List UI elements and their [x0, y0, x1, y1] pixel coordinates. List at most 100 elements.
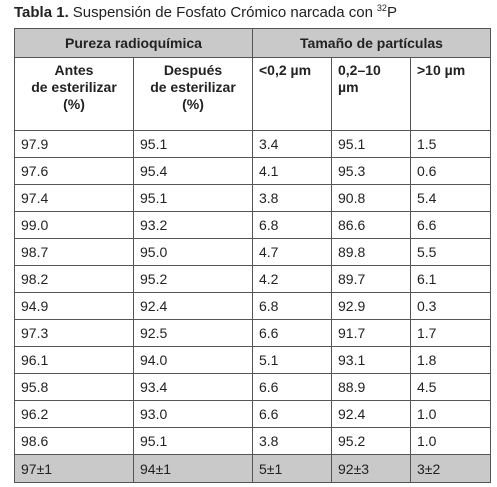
data-row: 97.6 95.4 4.1 95.3 0.6: [14, 157, 491, 185]
cell: 95.8: [14, 373, 134, 401]
column-header: 0,2–10 µm: [331, 57, 411, 131]
summary-cell: 5±1: [252, 454, 332, 483]
header-line: de esterilizar: [31, 79, 117, 95]
cell: 86.6: [331, 211, 411, 239]
header-line: µm: [338, 79, 359, 95]
cell: 95.2: [331, 427, 411, 455]
isotope-symbol: P: [386, 4, 397, 21]
cell: 6.6: [252, 319, 332, 347]
table-body: Pureza radioquímica Tamaño de partículas A…: [14, 28, 491, 483]
column-header: Después de esterilizar (%): [133, 57, 253, 131]
cell: 99.0: [14, 211, 134, 239]
cell: 6.6: [410, 211, 491, 239]
header-line: de esterilizar: [150, 79, 236, 95]
cell: 97.6: [14, 157, 134, 185]
cell: 0.3: [410, 292, 491, 320]
data-row: 97.9 95.1 3.4 95.1 1.5: [14, 130, 491, 158]
cell: 89.8: [331, 238, 411, 266]
header-line: (%): [63, 96, 85, 112]
cell: 6.6: [252, 400, 332, 428]
caption-label: Tabla 1.: [14, 4, 69, 21]
data-table: Pureza radioquímica Tamaño de partículas A…: [14, 28, 491, 483]
header-line: (%): [182, 96, 204, 112]
cell: 98.7: [14, 238, 134, 266]
cell: 95.3: [331, 157, 411, 185]
summary-row: 97±1 94±1 5±1 92±3 3±2: [14, 454, 491, 483]
cell: 88.9: [331, 373, 411, 401]
cell: 92.4: [331, 400, 411, 428]
data-row: 95.8 93.4 6.6 88.9 4.5: [14, 373, 491, 401]
cell: 95.1: [331, 130, 411, 158]
cell: 6.8: [252, 211, 332, 239]
column-header-row: Antes de esterilizar (%) Después de esterili…: [14, 57, 491, 131]
cell: 97.9: [14, 130, 134, 158]
isotope-mass: 32: [376, 3, 387, 13]
cell: 94.0: [133, 346, 253, 374]
cell: 97.3: [14, 319, 134, 347]
summary-cell: 97±1: [14, 454, 134, 483]
cell: 95.1: [133, 130, 253, 158]
header-line: Antes: [54, 62, 94, 78]
summary-cell: 3±2: [410, 454, 491, 483]
cell: 93.2: [133, 211, 253, 239]
column-header: >10 µm: [410, 57, 491, 131]
group-header-row: Pureza radioquímica Tamaño de partículas: [14, 28, 491, 58]
cell: 5.4: [410, 184, 491, 212]
cell: 3.4: [252, 130, 332, 158]
cell: 4.1: [252, 157, 332, 185]
cell: 92.4: [133, 292, 253, 320]
data-row: 97.4 95.1 3.8 90.8 5.4: [14, 184, 491, 212]
cell: 95.1: [133, 427, 253, 455]
cell: 3.8: [252, 427, 332, 455]
cell: 1.0: [410, 427, 491, 455]
cell: 6.1: [410, 265, 491, 293]
group-header: Pureza radioquímica: [14, 28, 253, 58]
cell: 93.4: [133, 373, 253, 401]
cell: 1.8: [410, 346, 491, 374]
data-row: 97.3 92.5 6.6 91.7 1.7: [14, 319, 491, 347]
cell: 95.2: [133, 265, 253, 293]
cell: 98.6: [14, 427, 134, 455]
cell: 93.0: [133, 400, 253, 428]
cell: 89.7: [331, 265, 411, 293]
cell: 97.4: [14, 184, 134, 212]
cell: 91.7: [331, 319, 411, 347]
cell: 6.6: [252, 373, 332, 401]
cell: 94.9: [14, 292, 134, 320]
cell: 96.2: [14, 400, 134, 428]
summary-cell: 94±1: [133, 454, 253, 483]
cell: 98.2: [14, 265, 134, 293]
data-row: 98.7 95.0 4.7 89.8 5.5: [14, 238, 491, 266]
caption-text: Suspensión de Fosfato Crómico narcada co…: [72, 4, 373, 21]
cell: 5.1: [252, 346, 332, 374]
cell: 5.5: [410, 238, 491, 266]
data-row: 96.2 93.0 6.6 92.4 1.0: [14, 400, 491, 428]
cell: 6.8: [252, 292, 332, 320]
cell: 3.8: [252, 184, 332, 212]
header-line: 0,2–10: [338, 62, 381, 78]
data-row: 98.6 95.1 3.8 95.2 1.0: [14, 427, 491, 455]
group-header: Tamaño de partículas: [252, 28, 491, 58]
cell: 95.4: [133, 157, 253, 185]
cell: 0.6: [410, 157, 491, 185]
cell: 90.8: [331, 184, 411, 212]
cell: 4.7: [252, 238, 332, 266]
cell: 4.2: [252, 265, 332, 293]
column-header: Antes de esterilizar (%): [14, 57, 134, 131]
cell: 1.0: [410, 400, 491, 428]
summary-cell: 92±3: [331, 454, 411, 483]
cell: 96.1: [14, 346, 134, 374]
data-row: 96.1 94.0 5.1 93.1 1.8: [14, 346, 491, 374]
data-row: 94.9 92.4 6.8 92.9 0.3: [14, 292, 491, 320]
cell: 92.5: [133, 319, 253, 347]
cell: 1.5: [410, 130, 491, 158]
cell: 92.9: [331, 292, 411, 320]
table-caption: Tabla 1. Suspensión de Fosfato Crómico na…: [14, 3, 397, 21]
cell: 4.5: [410, 373, 491, 401]
header-line: >10 µm: [417, 62, 466, 78]
cell: 93.1: [331, 346, 411, 374]
header-line: <0,2 µm: [259, 62, 312, 78]
header-line: Después: [163, 62, 223, 78]
data-row: 99.0 93.2 6.8 86.6 6.6: [14, 211, 491, 239]
